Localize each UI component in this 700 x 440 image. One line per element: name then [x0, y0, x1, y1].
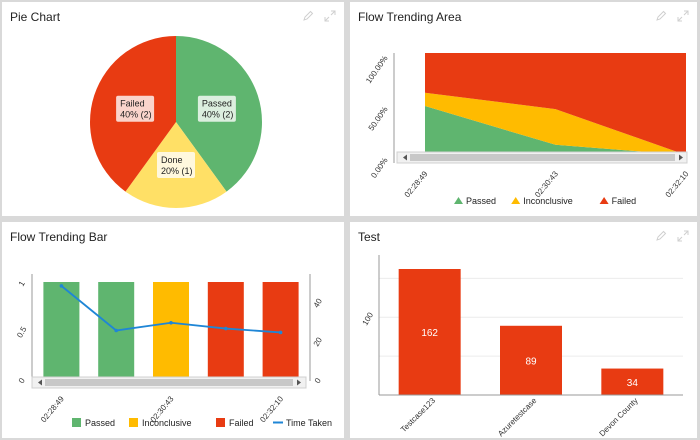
pie-label-box	[157, 152, 195, 178]
pie-label: Passed	[202, 99, 232, 109]
pie-chart-panel: Pie Chart Passed 40% (2) Done 20% (1) Failed…	[2, 2, 344, 216]
y-tick-label: 0.5	[15, 325, 29, 340]
area-series-failed[interactable]	[425, 53, 686, 155]
x-tick-label: 02:32:10	[664, 169, 691, 199]
legend-item[interactable]: Time Taken	[286, 418, 332, 428]
test-bar[interactable]	[601, 368, 664, 395]
bar-value-label: 89	[525, 356, 537, 367]
panel-title: Flow Trending Bar	[10, 230, 108, 244]
x-tick-label: Devon County	[598, 396, 640, 438]
scroll-left-icon[interactable]	[38, 379, 42, 386]
y-tick-label: 0	[17, 376, 27, 385]
expand-icon[interactable]	[324, 10, 336, 22]
edit-icon[interactable]	[655, 230, 667, 242]
y-tick-label: 100.00%	[364, 54, 389, 85]
y-tick-label: 0.00%	[369, 156, 389, 180]
flow-trending-bar-panel: Flow Trending Bar 1 0.5 0 40 20 0 02:28:49 02:…	[2, 222, 344, 438]
pie-value-label: 40% (2)	[120, 110, 152, 120]
x-tick-label: Testcase123	[399, 396, 438, 435]
legend-swatch	[72, 418, 81, 427]
x-tick-label: 02:32:10	[258, 394, 285, 424]
test-panel: Test 162 89 34 Testcase123 Azuretestcase Dev…	[350, 222, 697, 438]
trend-bar[interactable]	[43, 282, 80, 379]
trend-bar[interactable]	[153, 282, 189, 379]
time-taken-point[interactable]	[278, 330, 283, 335]
bar-value-label: 34	[627, 378, 639, 389]
x-tick-label: 02:30:43	[533, 169, 560, 199]
legend-triangle-icon	[599, 197, 609, 204]
legend-item[interactable]: Passed	[466, 196, 496, 206]
test-bar-chart: 162 89 34 Testcase123 Azuretestcase Devon Co…	[361, 255, 683, 438]
legend-item[interactable]: Inconclusive	[142, 418, 192, 428]
panel-title: Test	[358, 230, 381, 244]
y-tick-label: 1	[17, 279, 27, 288]
time-taken-point[interactable]	[224, 326, 228, 331]
legend-item[interactable]: Passed	[85, 418, 115, 428]
trend-bar[interactable]	[262, 282, 299, 379]
pie-value-label: 20% (1)	[161, 166, 193, 176]
bar-scrollbar[interactable]	[31, 376, 307, 389]
pie-label-box	[116, 95, 155, 122]
x-tick-label: 02:28:49	[403, 169, 430, 199]
legend-item[interactable]: Failed	[229, 418, 254, 428]
y-right-tick-label: 0	[313, 376, 323, 385]
time-taken-point[interactable]	[59, 284, 64, 288]
pie-label: Done	[161, 155, 183, 165]
legend-swatch	[129, 418, 138, 427]
legend-swatch	[216, 418, 225, 427]
scroll-right-icon[interactable]	[679, 154, 683, 161]
legend-item[interactable]: Failed	[612, 196, 637, 206]
x-tick-label: Azuretestcase	[496, 396, 539, 438]
panel-title: Flow Trending Area	[358, 10, 462, 24]
legend-item[interactable]: Inconclusive	[523, 196, 573, 206]
scroll-right-icon[interactable]	[297, 379, 301, 386]
panel-title: Pie Chart	[10, 10, 61, 24]
y-tick-label: 100	[361, 310, 376, 327]
flow-trending-area-panel: Flow Trending Area 100.00% 50.00% 0.00% 02…	[350, 2, 697, 216]
test-bar[interactable]	[398, 269, 461, 395]
pie-label: Failed	[120, 99, 145, 109]
trend-bar[interactable]	[207, 282, 244, 379]
legend-triangle-icon	[454, 197, 463, 204]
bar-value-label: 162	[421, 328, 438, 339]
x-tick-label: 02:28:49	[39, 394, 66, 424]
scroll-left-icon[interactable]	[403, 154, 407, 161]
area-chart: 100.00% 50.00% 0.00% 02:28:49 02:30:43 02:32…	[364, 53, 691, 206]
edit-icon[interactable]	[302, 10, 314, 22]
legend-triangle-icon	[511, 197, 521, 204]
y-right-tick-label: 40	[312, 297, 325, 310]
y-tick-label: 50.00%	[367, 105, 390, 132]
pie-value-label: 40% (2)	[202, 110, 234, 120]
expand-icon[interactable]	[677, 10, 689, 22]
time-taken-point[interactable]	[114, 328, 118, 333]
area-scrollbar[interactable]	[396, 151, 688, 164]
time-taken-point[interactable]	[169, 320, 173, 325]
test-bar[interactable]	[500, 325, 562, 395]
pie-label-box	[197, 95, 236, 122]
y-right-tick-label: 20	[312, 335, 325, 348]
edit-icon[interactable]	[655, 10, 667, 22]
area-series-passed[interactable]	[425, 106, 686, 155]
expand-icon[interactable]	[677, 230, 689, 242]
area-series-inconclusive[interactable]	[425, 92, 686, 155]
